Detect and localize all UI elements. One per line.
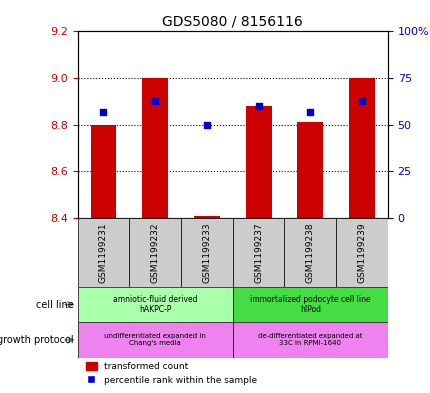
Bar [232,218,284,287]
Text: GSM1199232: GSM1199232 [150,222,159,283]
Point [203,121,210,128]
Point [151,97,158,104]
Text: de-differentiated expanded at
33C in RPMI-1640: de-differentiated expanded at 33C in RPM… [258,333,362,347]
Bar [90,125,116,218]
Bar [77,322,232,358]
Point [358,97,365,104]
Text: undifferentiated expanded in
Chang's media: undifferentiated expanded in Chang's med… [104,333,206,347]
Text: GSM1199233: GSM1199233 [202,222,211,283]
Bar [297,123,322,218]
Bar [77,287,232,322]
Bar [129,218,181,287]
Text: amniotic-fluid derived
hAKPC-P: amniotic-fluid derived hAKPC-P [113,295,197,314]
Bar [232,287,387,322]
Text: GSM1199237: GSM1199237 [254,222,262,283]
Point [100,108,107,115]
Point [255,103,261,109]
Bar [181,218,232,287]
Text: GSM1199239: GSM1199239 [357,222,366,283]
Title: GDS5080 / 8156116: GDS5080 / 8156116 [162,15,302,29]
Text: immortalized podocyte cell line
hIPod: immortalized podocyte cell line hIPod [249,295,370,314]
Bar [335,218,387,287]
Bar [284,218,335,287]
Point [306,108,313,115]
Text: growth protocol: growth protocol [0,335,73,345]
Bar [232,322,387,358]
Text: cell line: cell line [35,299,73,310]
Bar [348,78,374,218]
Bar [194,216,219,218]
Bar [142,78,168,218]
Text: GSM1199231: GSM1199231 [99,222,108,283]
Legend: transformed count, percentile rank within the sample: transformed count, percentile rank withi… [82,358,260,388]
Text: GSM1199238: GSM1199238 [305,222,314,283]
Bar [245,106,271,218]
Bar [77,218,129,287]
